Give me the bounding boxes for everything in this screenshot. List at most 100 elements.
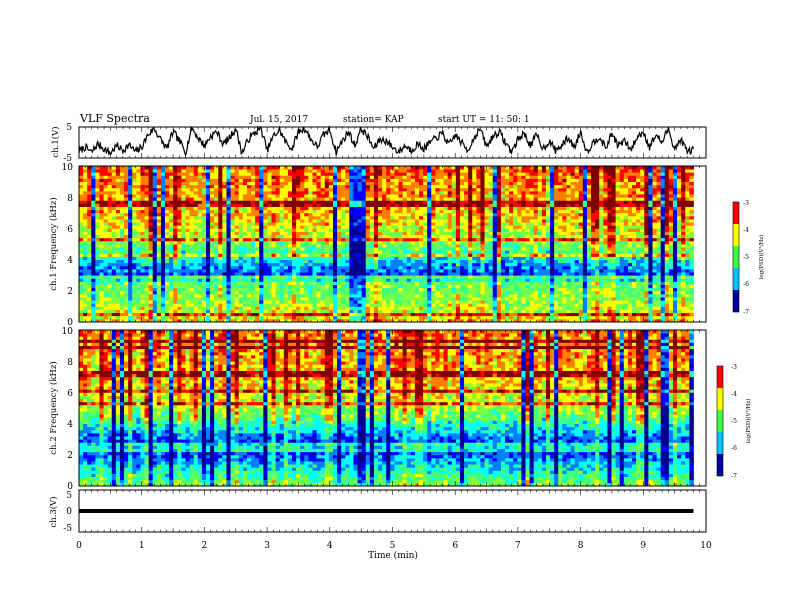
- spectrogram-cell: [201, 172, 207, 176]
- spectrogram-cell: [431, 190, 436, 195]
- spectrogram-cell: [455, 215, 461, 220]
- spectrogram-cell: [472, 275, 477, 279]
- spectrogram-cell: [169, 237, 174, 242]
- spectrogram-cell: [341, 184, 346, 189]
- spectrogram-cell: [210, 297, 215, 301]
- spectrogram-cell: [144, 187, 150, 192]
- spectrogram-cell: [263, 209, 268, 214]
- spectrogram-cell: [476, 306, 481, 310]
- spectrogram-cell: [255, 200, 260, 204]
- spectrogram-cell: [136, 166, 141, 170]
- spectrogram-cell: [267, 293, 272, 298]
- spectrogram-cell: [181, 228, 186, 232]
- spectrogram-cell: [87, 200, 92, 204]
- spectrogram-cell: [169, 315, 174, 320]
- spectrogram-cell: [455, 225, 461, 229]
- spectrogram-cell: [132, 222, 137, 226]
- spectrogram-cell: [230, 303, 236, 307]
- spectrogram-cell: [218, 240, 223, 245]
- spectrogram-cell: [484, 275, 490, 279]
- spectrogram-cell: [455, 203, 461, 207]
- spectrogram-cell: [263, 268, 268, 273]
- spectrogram-cell: [124, 253, 129, 257]
- spectrogram-cell: [267, 231, 272, 236]
- spectrogram-cell: [287, 256, 293, 260]
- spectrogram-cell: [443, 312, 449, 317]
- spectrogram-cell: [402, 281, 408, 285]
- spectrogram-cell: [87, 253, 92, 257]
- spectrogram-cell: [292, 278, 297, 282]
- spectrogram-cell: [255, 166, 260, 170]
- spectrogram-cell: [173, 290, 178, 295]
- spectrogram-cell: [230, 197, 236, 201]
- spectrogram-cell: [406, 181, 412, 186]
- spectrogram-cell: [451, 318, 457, 323]
- spectrogram-cell: [468, 312, 473, 317]
- spectrogram-cell: [312, 281, 317, 285]
- spectrogram-cell: [169, 190, 174, 195]
- spectrogram-cell: [431, 309, 436, 314]
- spectrogram-cell: [115, 290, 121, 295]
- spectrogram-cell: [169, 178, 174, 182]
- spectrogram-cell: [349, 281, 354, 285]
- spectrogram-cell: [365, 203, 371, 207]
- spectrogram-cell: [99, 178, 104, 182]
- spectrogram-cell: [259, 172, 264, 176]
- spectrogram-cell: [296, 228, 301, 232]
- spectrogram-cell: [414, 265, 420, 270]
- spectrogram-cell: [95, 219, 100, 223]
- spectrogram-cell: [468, 187, 473, 192]
- spectrogram-cell: [451, 215, 457, 220]
- spectrogram-cell: [251, 175, 256, 179]
- spectrogram-cell: [349, 237, 354, 242]
- spectrogram-cell: [435, 247, 440, 251]
- spectrogram-cell: [324, 172, 330, 176]
- spectrogram-cell: [398, 315, 404, 320]
- spectrogram-cell: [226, 287, 231, 292]
- spectrogram-cell: [152, 194, 158, 198]
- spectrogram-cell: [255, 219, 260, 223]
- spectrogram-cell: [312, 228, 317, 232]
- spectrogram-cell: [447, 234, 453, 239]
- spectrogram-cell: [185, 306, 191, 310]
- spectrogram-cell: [292, 219, 297, 223]
- spectrogram-cell: [189, 190, 195, 195]
- spectrogram-cell: [283, 312, 289, 317]
- spectrogram-cell: [95, 181, 100, 186]
- spectrogram-cell: [304, 172, 309, 176]
- spectrogram-cell: [218, 215, 223, 220]
- spectrogram-cell: [99, 172, 104, 176]
- spectrogram-cell: [132, 212, 137, 217]
- spectrogram-cell: [259, 290, 264, 295]
- spectrogram-cell: [136, 172, 141, 176]
- spectrogram-cell: [341, 244, 346, 248]
- spectrogram-cell: [386, 247, 391, 251]
- spectrogram-cell: [332, 209, 338, 214]
- spectrogram-cell: [103, 268, 109, 273]
- spectrogram-cell: [484, 297, 490, 301]
- spectrogram-cell: [353, 303, 358, 307]
- spectrogram-cell: [251, 309, 256, 314]
- spectrogram-cell: [185, 194, 191, 198]
- spectrogram-cell: [242, 166, 248, 170]
- spectrogram-cell: [349, 306, 354, 310]
- spectrogram-cell: [287, 190, 293, 195]
- spectrogram-cell: [271, 234, 277, 239]
- spectrogram-cell: [148, 250, 154, 254]
- spectrogram-cell: [259, 309, 264, 314]
- spectrogram-cell: [427, 300, 432, 304]
- spectrogram-cell: [87, 284, 92, 289]
- spectrogram-cell: [218, 250, 223, 254]
- spectrogram-cell: [128, 166, 133, 170]
- spectrogram-cell: [103, 200, 109, 204]
- spectrogram-cell: [79, 194, 84, 198]
- spectrogram-cell: [271, 272, 277, 276]
- spectrogram-cell: [292, 187, 297, 192]
- spectrogram-cell: [427, 287, 432, 292]
- spectrogram-cell: [124, 225, 129, 229]
- spectrogram-cell: [230, 178, 236, 182]
- spectrogram-cell: [119, 265, 125, 270]
- spectrogram-cell: [332, 187, 338, 192]
- spectrogram-cell: [292, 275, 297, 279]
- spectrogram-cell: [177, 206, 182, 211]
